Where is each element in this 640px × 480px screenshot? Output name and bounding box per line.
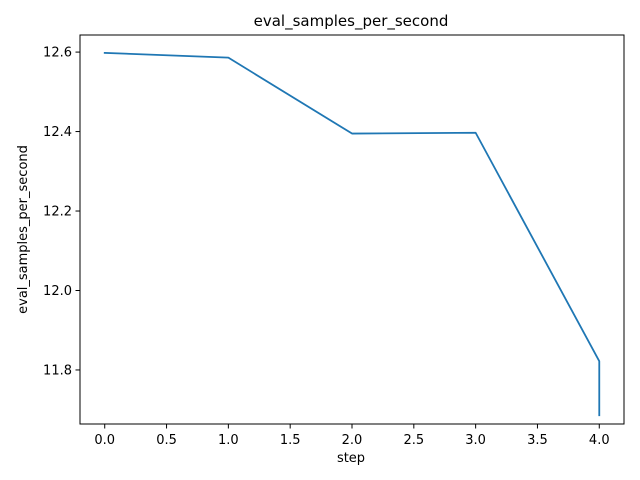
x-tick-label: 2.5 bbox=[403, 433, 424, 448]
y-tick-label: 12.6 bbox=[43, 46, 72, 61]
x-axis-label: step bbox=[337, 451, 365, 466]
x-tick-label: 3.0 bbox=[465, 433, 486, 448]
x-tick-label: 3.5 bbox=[527, 433, 548, 448]
x-tick-label: 0.0 bbox=[94, 433, 115, 448]
y-axis-ticks: 11.8 12.0 12.2 12.4 12.6 bbox=[43, 46, 80, 378]
x-tick-label: 0.5 bbox=[156, 433, 177, 448]
x-axis-ticks: 0.0 0.5 1.0 1.5 2.0 2.5 3.0 3.5 4.0 bbox=[94, 424, 610, 448]
chart-title: eval_samples_per_second bbox=[254, 12, 449, 31]
y-axis-label: eval_samples_per_second bbox=[16, 145, 31, 314]
x-tick-label: 4.0 bbox=[589, 433, 610, 448]
plot-area bbox=[80, 35, 624, 424]
series-line bbox=[103, 51, 601, 417]
y-tick-label: 12.0 bbox=[43, 284, 72, 299]
y-tick-label: 12.2 bbox=[43, 205, 72, 220]
x-tick-label: 2.0 bbox=[342, 433, 363, 448]
plot-frame bbox=[79, 34, 625, 425]
y-tick-label: 11.8 bbox=[43, 363, 72, 378]
y-tick-label: 12.4 bbox=[43, 125, 72, 140]
series-layer bbox=[103, 51, 601, 417]
x-tick-label: 1.5 bbox=[280, 433, 301, 448]
x-tick-label: 1.0 bbox=[218, 433, 239, 448]
